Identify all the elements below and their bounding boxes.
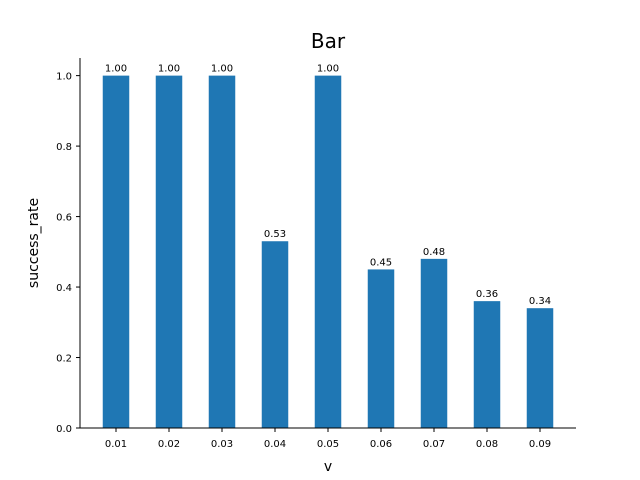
bar-value-label: 1.00: [317, 64, 339, 75]
plot-area: 0.0 0.2 0.4 0.6 0.8 1.0 1.00 0.01 1.00 0.02 1.00 0.…: [56, 64, 554, 450]
bar: [261, 241, 289, 428]
x-tick-label: 0.03: [211, 439, 233, 450]
y-tick-label: 0.6: [56, 213, 72, 224]
bar: [367, 269, 395, 428]
bar: [420, 258, 448, 428]
bar-value-label: 0.36: [476, 289, 498, 300]
x-tick-label: 0.07: [423, 439, 445, 450]
y-tick-label: 0.0: [56, 424, 72, 435]
y-tick-label: 0.2: [56, 354, 72, 365]
bar-value-label: 1.00: [105, 64, 127, 75]
y-axis-title: success_rate: [26, 198, 42, 288]
x-tick-label: 0.01: [105, 439, 127, 450]
bar: [526, 308, 554, 428]
bar: [208, 75, 236, 428]
bar-value-label: 0.53: [264, 229, 286, 240]
bar-value-label: 1.00: [158, 64, 180, 75]
bar: [102, 75, 130, 428]
bar-value-label: 0.34: [529, 296, 551, 307]
x-tick-label: 0.08: [476, 439, 498, 450]
bar-value-label: 0.45: [370, 257, 392, 268]
bar: [473, 301, 501, 428]
y-tick-label: 0.8: [56, 142, 72, 153]
y-tick-label: 1.0: [56, 72, 72, 83]
x-tick-label: 0.09: [529, 439, 551, 450]
x-tick-label: 0.06: [370, 439, 392, 450]
y-tick-label: 0.4: [56, 283, 72, 294]
bar: [155, 75, 183, 428]
chart-title: Bar: [311, 29, 346, 53]
bar: [314, 75, 342, 428]
x-tick-label: 0.05: [317, 439, 339, 450]
x-axis-title: v: [324, 459, 332, 475]
bar-value-label: 0.48: [423, 247, 445, 258]
x-tick-label: 0.02: [158, 439, 180, 450]
x-tick-label: 0.04: [264, 439, 286, 450]
bar-value-label: 1.00: [211, 64, 233, 75]
